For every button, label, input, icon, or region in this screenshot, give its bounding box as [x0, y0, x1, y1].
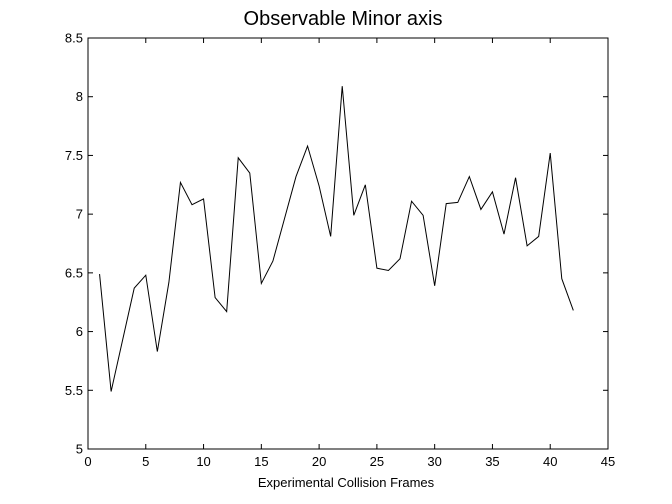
chart-title: Observable Minor axis [244, 8, 443, 30]
x-tick-label: 10 [196, 454, 210, 469]
x-tick-label: 25 [370, 454, 384, 469]
y-tick-label: 7 [76, 207, 83, 222]
y-tick-label: 8.5 [65, 31, 83, 46]
x-tick-label: 45 [601, 454, 615, 469]
x-axis-label: Experimental Collision Frames [258, 475, 435, 490]
series-line [99, 86, 574, 392]
x-tick-label: 30 [427, 454, 441, 469]
axis-ticks [87, 37, 609, 450]
y-tick-label: 5 [76, 442, 83, 457]
y-tick-label: 6.5 [65, 265, 83, 280]
y-tick-label: 5.5 [65, 383, 83, 398]
x-tick-label: 40 [543, 454, 557, 469]
plot-area [87, 37, 609, 450]
x-tick-label: 35 [485, 454, 499, 469]
x-tick-label: 15 [254, 454, 268, 469]
y-tick-label: 6 [76, 324, 83, 339]
x-tick-label: 20 [312, 454, 326, 469]
y-tick-label: 8 [76, 89, 83, 104]
x-tick-label: 5 [142, 454, 149, 469]
x-tick-label: 0 [84, 454, 91, 469]
y-tick-label: 7.5 [65, 148, 83, 163]
